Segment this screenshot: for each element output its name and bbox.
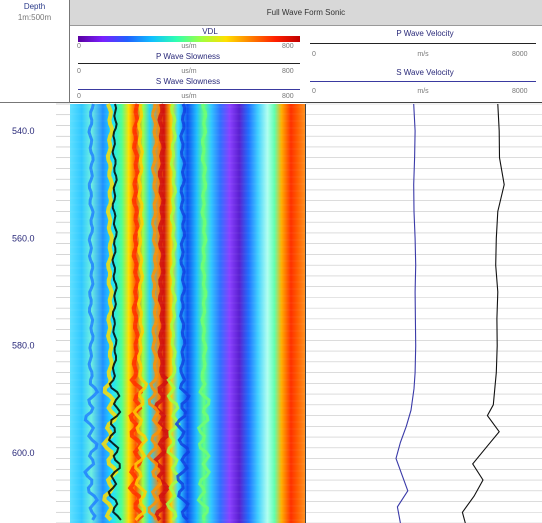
vdl-units: us/m xyxy=(181,43,197,50)
p-slowness-min: 0 xyxy=(77,68,81,75)
p-slowness-scale xyxy=(78,63,300,64)
depth-header: Depth 1m:500m xyxy=(0,0,70,103)
s-velocity-label: S Wave Velocity xyxy=(396,68,454,77)
p-velocity-min: 0 xyxy=(312,51,316,58)
p-velocity-max: 8000 xyxy=(512,51,528,58)
vdl-label: VDL xyxy=(202,27,218,36)
p-slowness-label: P Wave Slowness xyxy=(155,52,221,61)
s-velocity-scale xyxy=(310,81,536,82)
s-slowness-scale xyxy=(78,89,300,90)
p-velocity-units: m/s xyxy=(417,51,429,58)
vdl-band xyxy=(146,103,163,521)
depth-label: 600.0 xyxy=(12,448,35,458)
p-slowness-max: 800 xyxy=(282,68,294,75)
vdl-band xyxy=(107,103,122,521)
depth-title: Depth xyxy=(23,2,46,11)
vdl-background xyxy=(70,104,305,523)
p-slowness-units: us/m xyxy=(181,68,197,75)
p-wave-velocity-curve xyxy=(395,103,417,523)
vdl-min: 0 xyxy=(77,43,81,50)
velocity-grid xyxy=(305,103,542,523)
track-title: Full Wave Form Sonic xyxy=(70,0,542,26)
s-velocity-units: m/s xyxy=(417,88,429,95)
vdl-band xyxy=(132,103,149,521)
s-wave-velocity-curve xyxy=(461,103,505,523)
depth-label: 540.0 xyxy=(12,126,35,136)
vdl-band xyxy=(101,103,119,522)
depth-units: 1m:500m xyxy=(17,13,52,22)
s-velocity-min: 0 xyxy=(312,88,316,95)
depth-label: 580.0 xyxy=(12,341,35,351)
depth-label: 560.0 xyxy=(12,233,35,243)
vdl-band xyxy=(83,103,100,521)
s-slowness-min: 0 xyxy=(77,93,81,100)
s-slowness-max: 800 xyxy=(282,93,294,100)
vdl-colorbar xyxy=(78,36,300,42)
vdl-band xyxy=(196,103,211,521)
vdl-band xyxy=(174,103,191,522)
s-velocity-max: 8000 xyxy=(512,88,528,95)
vdl-max: 800 xyxy=(282,43,294,50)
p-velocity-scale xyxy=(310,43,536,44)
velocity-curves xyxy=(395,103,505,523)
vdl-band xyxy=(127,103,144,522)
s-slowness-units: us/m xyxy=(181,93,197,100)
p-velocity-label: P Wave Velocity xyxy=(396,29,454,38)
vdl-band xyxy=(165,103,181,521)
track-header: Full Wave Form Sonic VDL 0 us/m 800 P Wa… xyxy=(70,0,542,103)
vdl-image xyxy=(70,103,305,523)
vdl-band xyxy=(153,103,171,522)
s-slowness-label: S Wave Slowness xyxy=(155,77,221,86)
depth-axis: 540.0 560.0 580.0 600.0 xyxy=(12,103,70,523)
